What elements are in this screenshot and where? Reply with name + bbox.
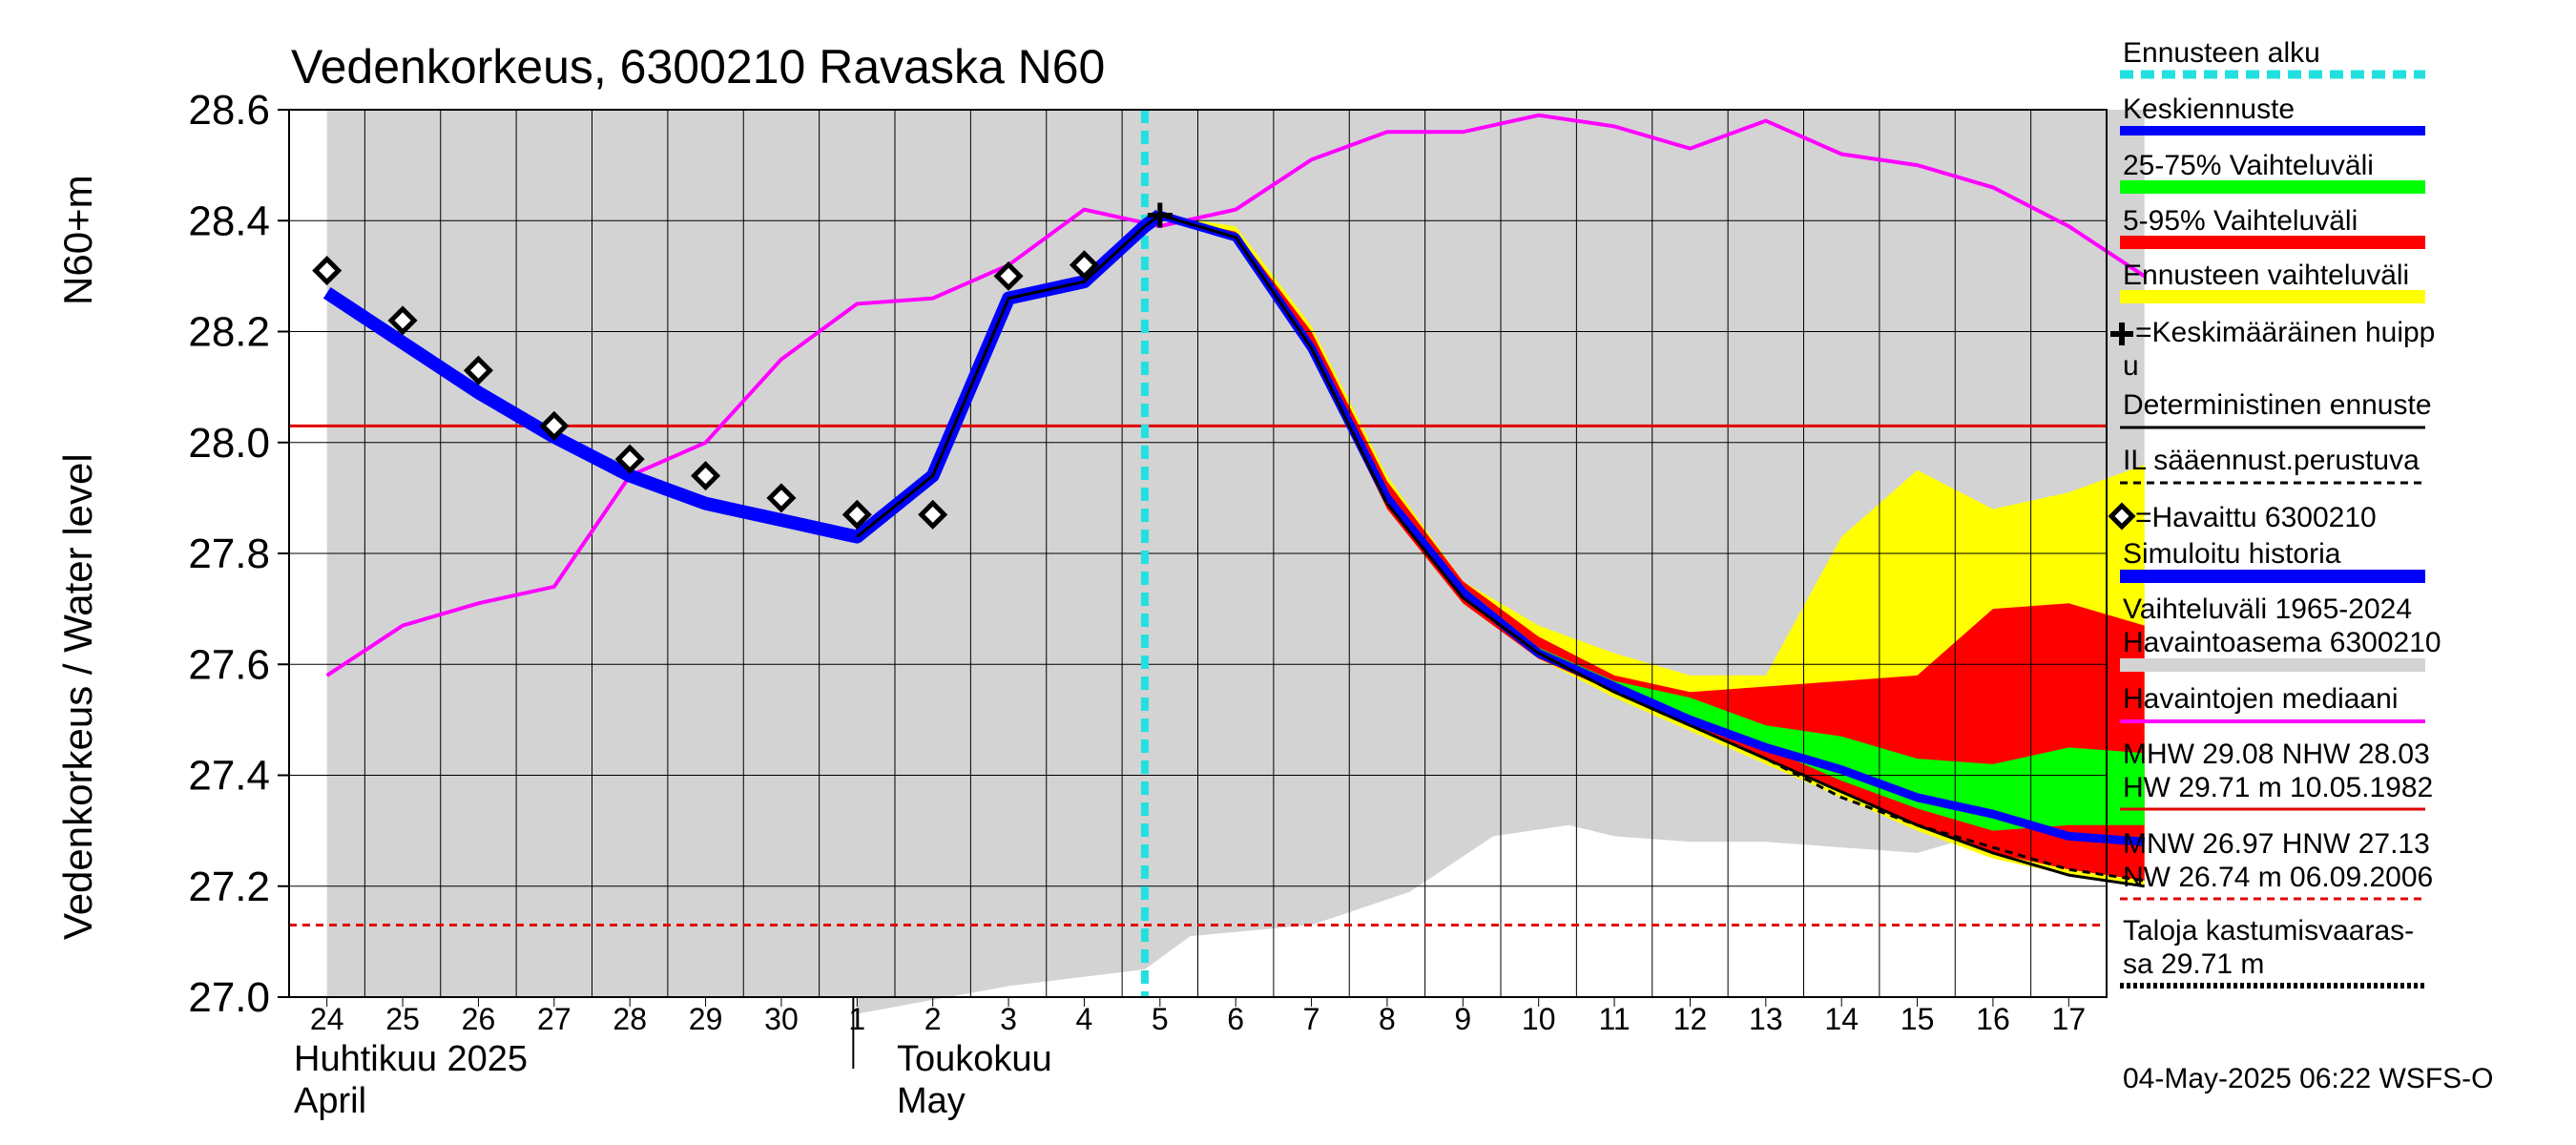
observed-point bbox=[539, 410, 570, 441]
x-tick-label: 9 bbox=[1454, 1002, 1471, 1036]
x-tick-label: 1 bbox=[848, 1002, 865, 1036]
y-tick-label: 28.6 bbox=[188, 87, 270, 134]
observed-point bbox=[614, 444, 645, 474]
legend-label-forecast-start: Ennusteen alku bbox=[2123, 37, 2320, 69]
legend-label-mean-peak-cont: u bbox=[2123, 350, 2139, 382]
x-tick-label: 17 bbox=[2052, 1002, 2087, 1036]
stats-houses-wet-1: Taloja kastumisvaaras- bbox=[2123, 915, 2414, 947]
x-tick-label: 24 bbox=[310, 1002, 344, 1036]
x-tick-label: 12 bbox=[1673, 1002, 1708, 1036]
x-tick-label: 16 bbox=[1976, 1002, 2010, 1036]
month-label-april-fi: Huhtikuu 2025 bbox=[294, 1039, 528, 1079]
p5-95-area bbox=[1159, 215, 2145, 881]
chart-title: Vedenkorkeus, 6300210 Ravaska N60 bbox=[291, 40, 1105, 94]
simulated-history-inner-line bbox=[856, 214, 1161, 538]
legend-label-il-forecast: IL sääennust.perustuva bbox=[2123, 445, 2420, 476]
y-tick-label: 27.0 bbox=[188, 974, 270, 1021]
x-tick-label: 3 bbox=[1000, 1002, 1017, 1036]
observed-point bbox=[1069, 250, 1099, 281]
x-tick-label: 4 bbox=[1076, 1002, 1093, 1036]
legend-label-forecast-range: Ennusteen vaihteluväli bbox=[2123, 260, 2409, 291]
x-tick-label: 28 bbox=[613, 1002, 647, 1036]
timestamp: 04-May-2025 06:22 WSFS-O bbox=[2123, 1063, 2494, 1094]
y-axis-label: Vedenkorkeus / Water level bbox=[55, 453, 100, 940]
observed-point bbox=[841, 499, 872, 530]
stats-mnw-hnw: MNW 26.97 HNW 27.13 bbox=[2123, 828, 2430, 860]
observed-point bbox=[312, 256, 343, 286]
y-tick-label: 27.6 bbox=[188, 641, 270, 688]
observed-point bbox=[463, 355, 493, 385]
x-tick-label: 13 bbox=[1749, 1002, 1783, 1036]
y-tick-label: 28.0 bbox=[188, 420, 270, 467]
observed-point bbox=[387, 305, 418, 336]
month-label-may-fi: Toukokuu bbox=[897, 1039, 1052, 1079]
y-tick-label: 28.2 bbox=[188, 309, 270, 356]
legend: Ennusteen alku Keskiennuste 25-75% Vaiht… bbox=[2108, 37, 2441, 989]
x-tick-label: 7 bbox=[1303, 1002, 1320, 1036]
legend-label-observed: =Havaittu 6300210 bbox=[2135, 502, 2377, 533]
p25-75-area bbox=[1159, 215, 2145, 831]
x-tick-label: 6 bbox=[1227, 1002, 1244, 1036]
x-tick-label: 25 bbox=[385, 1002, 420, 1036]
legend-label-history-band: Vaihteluväli 1965-2024 bbox=[2123, 593, 2412, 625]
legend-label-mean-peak: =Keskimääräinen huipp bbox=[2135, 317, 2435, 348]
month-label-may-en: May bbox=[897, 1081, 966, 1121]
legend-label-simulated: Simuloitu historia bbox=[2123, 538, 2341, 570]
observed-point bbox=[691, 461, 721, 491]
x-tick-label: 5 bbox=[1152, 1002, 1169, 1036]
mean-peak-marker bbox=[1147, 202, 1173, 228]
x-tick-label: 29 bbox=[689, 1002, 723, 1036]
x-tick-label: 11 bbox=[1598, 1002, 1630, 1036]
month-label-april-en: April bbox=[294, 1081, 366, 1121]
observed-point bbox=[918, 499, 948, 530]
observed-point bbox=[993, 260, 1024, 291]
x-tick-label: 2 bbox=[924, 1002, 942, 1036]
x-tick-label: 30 bbox=[764, 1002, 799, 1036]
x-tick-label: 8 bbox=[1379, 1002, 1396, 1036]
y-axis-unit-label: N60+m bbox=[55, 175, 100, 305]
x-tick-label: 14 bbox=[1824, 1002, 1859, 1036]
y-tick-label: 28.4 bbox=[188, 198, 270, 244]
legend-label-median: Havaintojen mediaani bbox=[2123, 683, 2399, 715]
legend-label-history-band-station: Havaintoasema 6300210 bbox=[2123, 627, 2441, 658]
legend-swatch-mean-peak bbox=[2110, 323, 2133, 345]
legend-label-mean-forecast: Keskiennuste bbox=[2123, 94, 2295, 125]
plot-area bbox=[288, 109, 2146, 1014]
stats-houses-wet-2: sa 29.71 m bbox=[2123, 948, 2264, 980]
legend-label-p5-95: 5-95% Vaihteluväli bbox=[2123, 205, 2358, 237]
x-tick-label: 10 bbox=[1522, 1002, 1556, 1036]
legend-label-p25-75: 25-75% Vaihteluväli bbox=[2123, 150, 2374, 181]
x-tick-label: 26 bbox=[462, 1002, 496, 1036]
il-forecast-line bbox=[1159, 213, 2145, 883]
y-tick-label: 27.8 bbox=[188, 531, 270, 577]
stats-hw: HW 29.71 m 10.05.1982 bbox=[2123, 772, 2433, 803]
x-tick-label: 27 bbox=[537, 1002, 571, 1036]
y-tick-label: 27.4 bbox=[188, 753, 270, 800]
x-tick-label: 15 bbox=[1901, 1002, 1935, 1036]
observed-point bbox=[766, 483, 797, 513]
stats-nw: NW 26.74 m 06.09.2006 bbox=[2123, 862, 2433, 893]
history-band-area bbox=[326, 110, 2145, 1014]
stats-mhw-nhw: MHW 29.08 NHW 28.03 bbox=[2123, 739, 2430, 770]
legend-label-deterministic: Deterministinen ennuste bbox=[2123, 389, 2432, 421]
y-tick-label: 27.2 bbox=[188, 864, 270, 910]
legend-swatch-observed bbox=[2108, 502, 2136, 531]
